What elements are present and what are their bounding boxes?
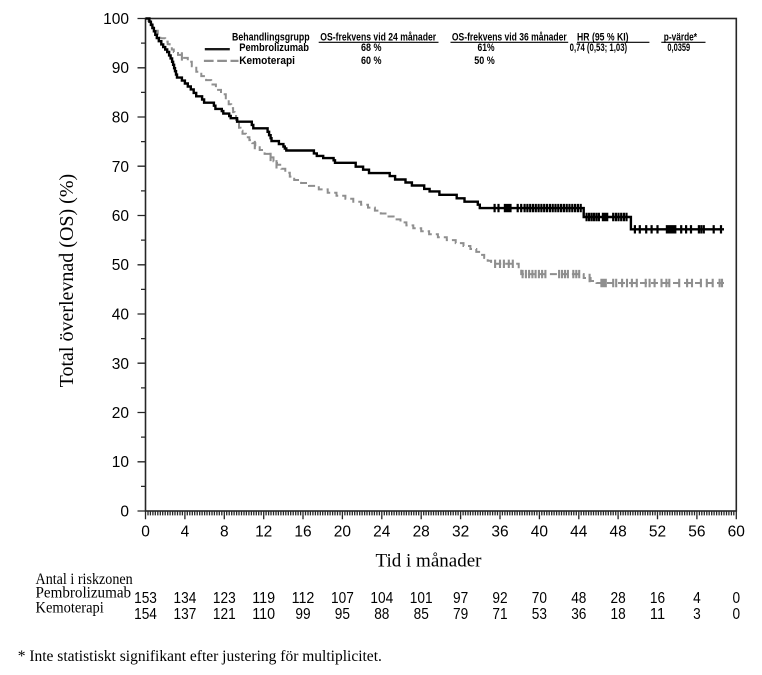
svg-text:Kemoterapi: Kemoterapi — [36, 599, 105, 616]
svg-text:119: 119 — [252, 590, 275, 607]
svg-text:0: 0 — [120, 504, 129, 521]
svg-text:88: 88 — [374, 606, 389, 623]
svg-text:71: 71 — [492, 606, 507, 623]
svg-text:0: 0 — [733, 590, 741, 607]
svg-text:4: 4 — [181, 524, 190, 541]
svg-text:11: 11 — [650, 606, 665, 623]
svg-text:104: 104 — [370, 590, 393, 607]
svg-text:0,74 (0,53; 1,03): 0,74 (0,53; 1,03) — [570, 42, 628, 54]
svg-text:18: 18 — [611, 606, 626, 623]
svg-text:44: 44 — [570, 524, 588, 541]
svg-text:20: 20 — [112, 405, 130, 422]
svg-text:16: 16 — [650, 590, 665, 607]
svg-text:30: 30 — [112, 356, 130, 373]
svg-text:0: 0 — [733, 606, 741, 623]
svg-text:60 %: 60 % — [361, 55, 382, 67]
svg-text:56: 56 — [688, 524, 705, 541]
svg-text:61%: 61% — [478, 42, 495, 54]
svg-text:79: 79 — [453, 606, 468, 623]
svg-text:p-värde*: p-värde* — [664, 31, 698, 43]
svg-text:134: 134 — [174, 590, 197, 607]
svg-text:Pembrolizumab: Pembrolizumab — [36, 585, 132, 602]
svg-text:Tid i månader: Tid i månader — [376, 551, 483, 572]
svg-text:52: 52 — [649, 524, 666, 541]
svg-text:28: 28 — [413, 524, 430, 541]
svg-text:121: 121 — [213, 606, 236, 623]
svg-text:40: 40 — [531, 524, 549, 541]
svg-text:110: 110 — [252, 606, 275, 623]
svg-text:36: 36 — [571, 606, 586, 623]
svg-text:HR (95 % KI): HR (95 % KI) — [577, 31, 629, 43]
svg-text:97: 97 — [453, 590, 468, 607]
svg-text:3: 3 — [693, 606, 701, 623]
svg-text:0,0359: 0,0359 — [667, 42, 690, 54]
svg-text:24: 24 — [373, 524, 391, 541]
svg-text:100: 100 — [103, 11, 129, 28]
svg-text:40: 40 — [112, 307, 130, 324]
svg-text:80: 80 — [112, 110, 130, 127]
svg-text:107: 107 — [331, 590, 354, 607]
svg-text:4: 4 — [693, 590, 701, 607]
svg-text:* Inte statistiskt signifikant: * Inte statistiskt signifikant efter jus… — [18, 648, 382, 665]
svg-text:32: 32 — [452, 524, 469, 541]
svg-text:101: 101 — [410, 590, 433, 607]
svg-text:10: 10 — [112, 454, 130, 471]
svg-text:153: 153 — [134, 590, 157, 607]
svg-text:112: 112 — [292, 590, 315, 607]
svg-text:Behandlingsgrupp: Behandlingsgrupp — [232, 31, 310, 43]
svg-text:OS-frekvens vid 24 månader: OS-frekvens vid 24 månader — [320, 31, 436, 43]
svg-text:85: 85 — [414, 606, 429, 623]
svg-text:53: 53 — [532, 606, 547, 623]
svg-text:123: 123 — [213, 590, 236, 607]
svg-text:48: 48 — [609, 524, 626, 541]
svg-text:50: 50 — [112, 257, 130, 274]
svg-text:154: 154 — [134, 606, 157, 623]
svg-text:70: 70 — [112, 159, 130, 176]
svg-text:60: 60 — [112, 208, 130, 225]
svg-text:68 %: 68 % — [361, 42, 382, 54]
svg-text:48: 48 — [571, 590, 586, 607]
svg-text:137: 137 — [174, 606, 197, 623]
svg-text:20: 20 — [334, 524, 352, 541]
svg-text:Pembrolizumab: Pembrolizumab — [239, 42, 309, 54]
svg-text:16: 16 — [294, 524, 311, 541]
svg-text:60: 60 — [728, 524, 746, 541]
svg-text:28: 28 — [611, 590, 626, 607]
svg-text:99: 99 — [295, 606, 310, 623]
svg-text:50 %: 50 % — [474, 55, 495, 67]
svg-text:Total överlevnad (OS) (%): Total överlevnad (OS) (%) — [56, 174, 78, 388]
svg-text:Antal i riskzonen: Antal i riskzonen — [36, 571, 133, 588]
svg-text:36: 36 — [491, 524, 508, 541]
svg-text:92: 92 — [492, 590, 507, 607]
svg-text:95: 95 — [335, 606, 350, 623]
svg-text:8: 8 — [220, 524, 229, 541]
svg-text:70: 70 — [532, 590, 547, 607]
svg-text:OS-frekvens vid 36 månader: OS-frekvens vid 36 månader — [452, 31, 567, 43]
svg-text:12: 12 — [255, 524, 272, 541]
svg-text:Kemoterapi: Kemoterapi — [239, 55, 295, 67]
svg-text:0: 0 — [141, 524, 150, 541]
svg-text:90: 90 — [112, 60, 130, 77]
